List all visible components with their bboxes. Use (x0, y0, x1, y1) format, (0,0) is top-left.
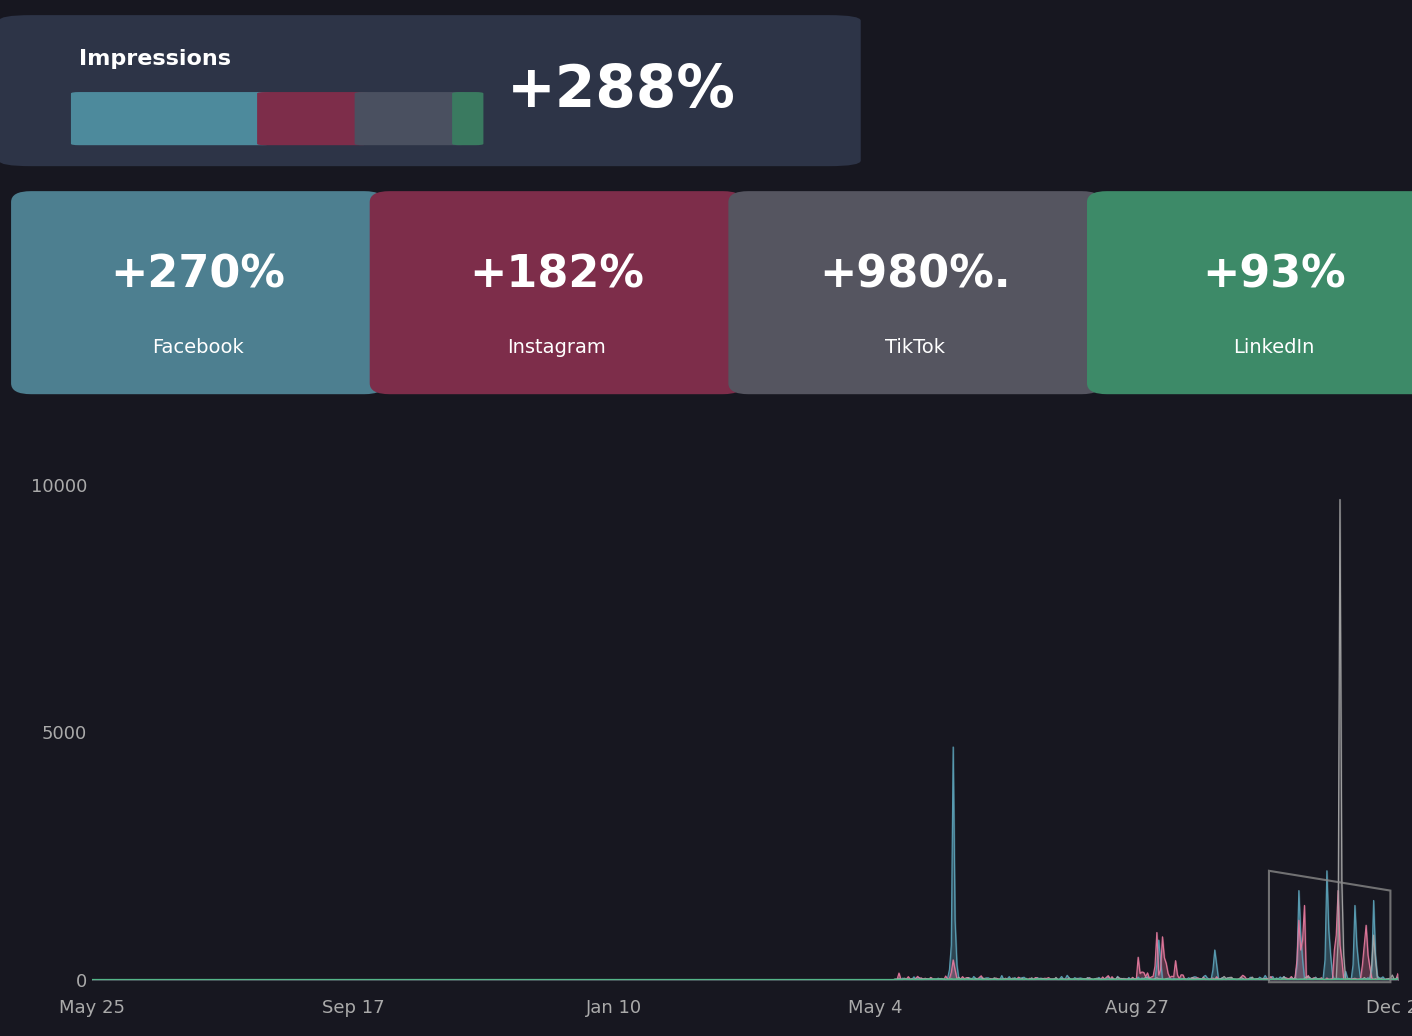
FancyBboxPatch shape (257, 92, 369, 145)
FancyBboxPatch shape (729, 191, 1101, 395)
Text: +270%: +270% (110, 253, 285, 296)
FancyBboxPatch shape (370, 191, 743, 395)
Text: +182%: +182% (469, 253, 644, 296)
Text: +980%.: +980%. (819, 253, 1011, 296)
FancyBboxPatch shape (0, 16, 861, 166)
Text: LinkedIn: LinkedIn (1233, 338, 1315, 356)
FancyBboxPatch shape (1087, 191, 1412, 395)
Text: TikTok: TikTok (885, 338, 945, 356)
Text: Impressions: Impressions (79, 49, 232, 68)
Text: +288%: +288% (507, 62, 736, 119)
FancyBboxPatch shape (354, 92, 466, 145)
FancyBboxPatch shape (452, 92, 483, 145)
Text: +93%: +93% (1202, 253, 1346, 296)
FancyBboxPatch shape (11, 191, 384, 395)
Text: Facebook: Facebook (152, 338, 243, 356)
FancyBboxPatch shape (71, 92, 271, 145)
Text: Instagram: Instagram (507, 338, 606, 356)
